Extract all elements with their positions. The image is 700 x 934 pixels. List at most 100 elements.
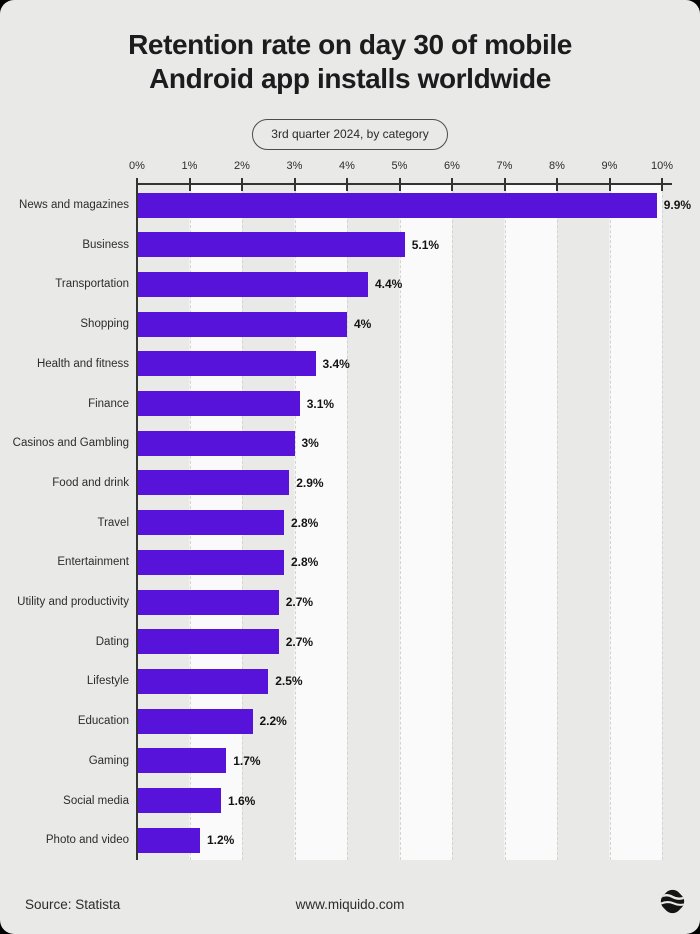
bar xyxy=(137,510,284,536)
x-tick-mark xyxy=(661,178,663,192)
x-tick-mark xyxy=(346,178,348,192)
bar-row: Lifestyle 2.5% xyxy=(87,662,662,702)
category-label: Shopping xyxy=(80,318,129,331)
bar-rows: News and magazines 9.9% Business 5.1% Transp… xyxy=(13,185,691,860)
bar-row: Health and fitness 3.4% xyxy=(37,344,662,384)
category-label: Lifestyle xyxy=(86,675,129,688)
value-label: 3.1% xyxy=(306,396,335,411)
category-label: Casinos and Gambling xyxy=(12,437,129,450)
bar-row: Gaming 1.7% xyxy=(89,741,662,781)
category-label: Entertainment xyxy=(57,556,129,569)
value-label: 1.6% xyxy=(228,793,256,808)
value-label: 3% xyxy=(301,436,319,451)
category-label: Transportation xyxy=(55,278,129,291)
bar-row: Education 2.2% xyxy=(78,701,662,741)
x-axis-line xyxy=(137,183,672,186)
footer: Source: Statista www.miquido.com xyxy=(0,859,700,934)
x-tick-label: 4% xyxy=(339,160,355,173)
miquido-logo-icon xyxy=(657,889,688,914)
category-label: Photo and video xyxy=(45,834,129,847)
bar-row: Social media 1.6% xyxy=(63,781,662,821)
value-label: 2.8% xyxy=(291,555,319,570)
value-label: 2.5% xyxy=(275,674,303,689)
bar-row: Travel 2.8% xyxy=(97,503,662,543)
gridline xyxy=(294,185,296,861)
bar-row: Utility and productivity 2.7% xyxy=(17,582,662,622)
x-tick-mark xyxy=(293,178,296,192)
bar xyxy=(137,629,279,655)
gridline xyxy=(347,185,348,861)
value-label: 4.4% xyxy=(375,277,403,292)
value-label: 4% xyxy=(354,317,372,332)
category-label: Food and drink xyxy=(52,476,129,489)
bar xyxy=(137,788,221,814)
value-label: 9.9% xyxy=(663,198,692,213)
bar xyxy=(137,311,347,337)
source-label: Source: Statista xyxy=(25,897,121,912)
bar xyxy=(137,391,300,417)
gridline xyxy=(452,185,453,861)
x-axis: 0% 1% 2% 3% 4% 5% 6% 7% 8% 9% 10% xyxy=(129,160,673,192)
x-tick-label: 7% xyxy=(496,160,513,173)
bar xyxy=(137,192,657,218)
gridline xyxy=(557,185,558,861)
category-label: Social media xyxy=(63,794,129,807)
value-label: 2.9% xyxy=(296,475,324,490)
x-tick-label: 0% xyxy=(129,160,145,173)
bar xyxy=(137,549,284,575)
bar-row: Finance 3.1% xyxy=(88,384,662,424)
x-tick-label: 3% xyxy=(286,160,303,173)
website-label: www.miquido.com xyxy=(295,897,405,912)
category-label: Dating xyxy=(95,635,129,648)
value-label: 2.8% xyxy=(291,515,319,530)
category-label: Utility and productivity xyxy=(17,596,129,609)
gridline xyxy=(609,185,611,861)
y-axis-line xyxy=(136,185,138,861)
x-tick-mark xyxy=(136,178,138,192)
bar xyxy=(137,271,368,297)
bar xyxy=(137,827,200,853)
x-tick-mark xyxy=(188,178,191,192)
gridline xyxy=(504,185,506,861)
x-tick-label: 5% xyxy=(391,160,408,173)
category-label: Finance xyxy=(88,397,129,410)
x-tick-label: 10% xyxy=(650,160,674,173)
bar xyxy=(137,589,279,615)
category-label: Gaming xyxy=(88,754,129,767)
bar xyxy=(137,232,405,258)
x-tick-mark xyxy=(241,178,243,192)
gridline xyxy=(399,185,401,861)
bar-row: Casinos and Gambling 3% xyxy=(13,423,662,463)
bar xyxy=(137,668,269,694)
x-tick-label: 9% xyxy=(601,160,618,173)
bar-row: Dating 2.7% xyxy=(96,622,662,662)
x-tick-mark xyxy=(556,178,558,192)
category-label: Business xyxy=(82,238,129,251)
x-tick-mark xyxy=(451,178,453,192)
bar xyxy=(137,430,295,456)
value-label: 1.2% xyxy=(207,833,235,848)
value-label: 2.7% xyxy=(285,634,314,649)
page-title-line2: Android app installs worldwide xyxy=(149,62,551,94)
category-label: Health and fitness xyxy=(36,357,129,370)
bar-row: Shopping 4% xyxy=(80,304,662,344)
category-label: News and magazines xyxy=(19,199,129,212)
bar-row: Entertainment 2.8% xyxy=(57,543,662,583)
x-tick-label: 8% xyxy=(549,160,565,173)
value-label: 2.7% xyxy=(285,595,314,610)
bar xyxy=(137,470,290,496)
bar xyxy=(137,748,227,774)
page-title: Retention rate on day 30 of mobile Andro… xyxy=(40,28,660,95)
category-label: Travel xyxy=(97,516,129,529)
x-tick-mark xyxy=(503,178,506,192)
bar-row: Transportation 4.4% xyxy=(55,265,662,305)
bar xyxy=(137,708,253,734)
gridline xyxy=(662,185,663,861)
value-label: 5.1% xyxy=(411,237,440,252)
bar-row: News and magazines 9.9% xyxy=(19,185,691,225)
bar-chart: 0% 1% 2% 3% 4% 5% 6% 7% 8% 9% 10% News and magazin… xyxy=(0,160,700,861)
value-label: 2.2% xyxy=(259,714,287,729)
subtitle-badge: 3rd quarter 2024, by category xyxy=(252,119,448,151)
bar-row: Food and drink 2.9% xyxy=(52,463,662,503)
